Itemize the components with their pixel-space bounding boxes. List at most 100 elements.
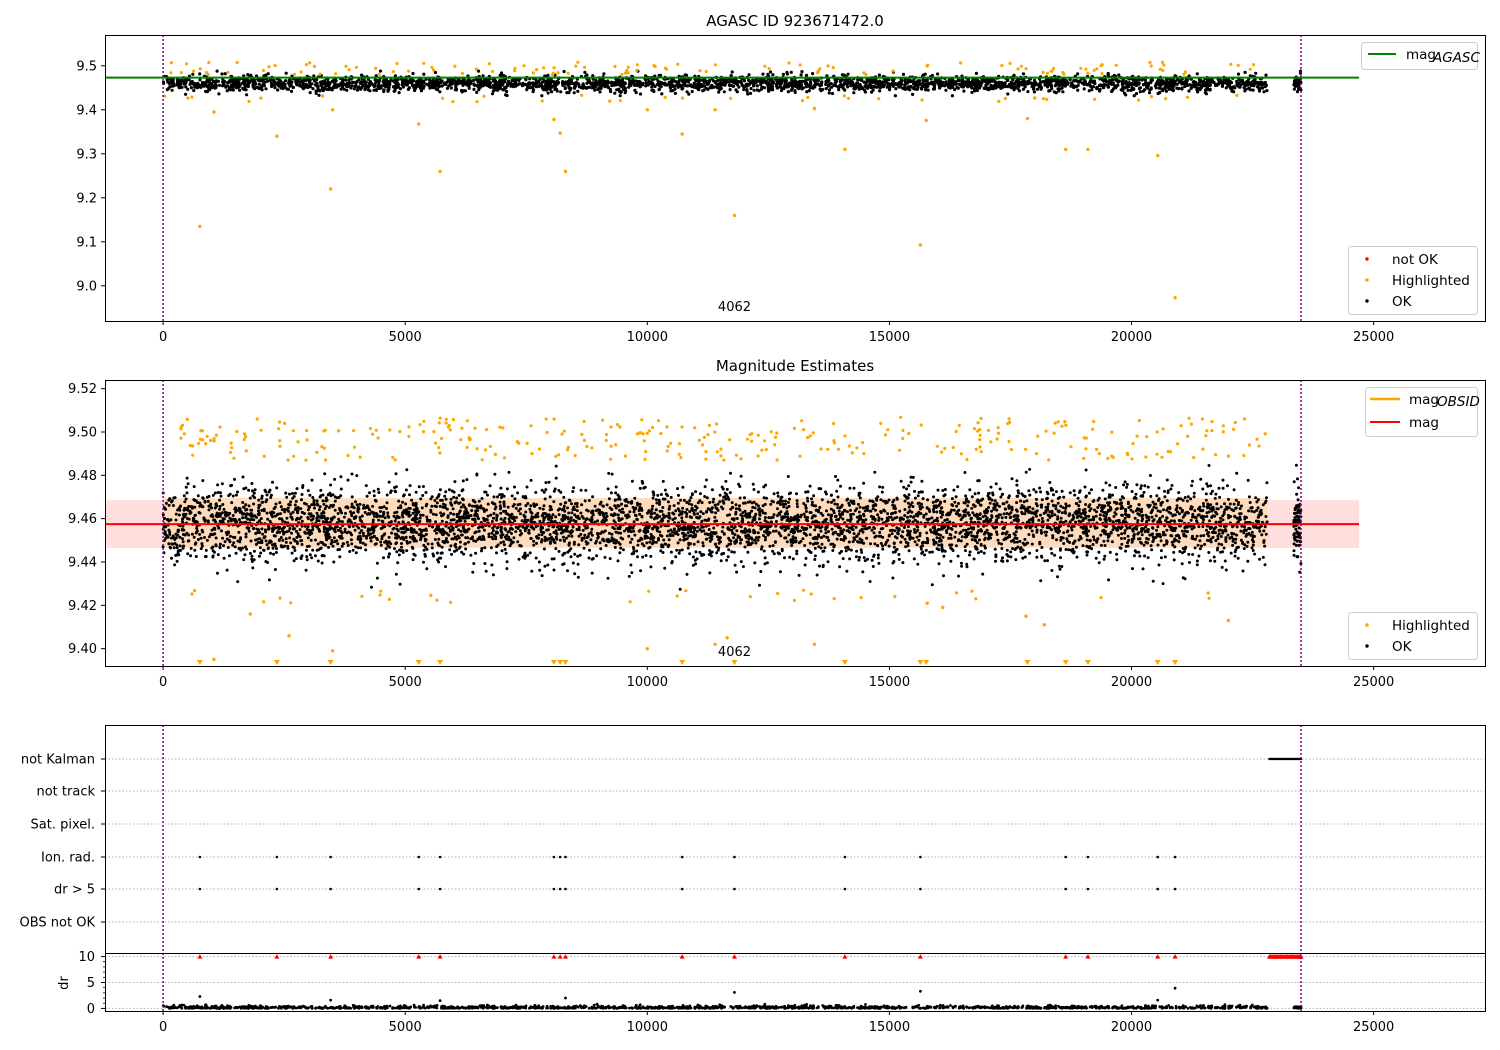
ok-point — [629, 540, 632, 544]
ok-point — [755, 84, 759, 88]
ok-point — [581, 82, 585, 86]
ok-point — [1009, 550, 1013, 554]
highlighted-outlier — [732, 213, 737, 218]
ok-point — [1112, 73, 1116, 78]
ok-point — [217, 92, 221, 96]
ok-point — [790, 85, 795, 89]
ok-point — [342, 515, 346, 519]
ok-point — [353, 528, 357, 532]
ok-point — [762, 549, 766, 553]
ok-point — [502, 88, 506, 92]
ok-point — [964, 528, 968, 532]
ok-point — [443, 494, 447, 498]
ok-point — [293, 503, 297, 507]
ok-point — [1092, 80, 1096, 84]
ok-point — [1135, 483, 1139, 487]
ok-point — [705, 80, 709, 84]
x-tick-label: 15000 — [869, 330, 910, 345]
ok-point — [952, 488, 956, 492]
ok-point — [706, 87, 710, 91]
highlighted-point — [1024, 67, 1028, 71]
ok-point — [1006, 92, 1010, 96]
ok-point — [1214, 83, 1218, 87]
highlighted-outlier — [563, 169, 568, 174]
ok-point — [1171, 89, 1175, 93]
ok-point — [638, 512, 642, 516]
ok-point — [1234, 498, 1238, 502]
ok-point — [1249, 83, 1253, 87]
ok-point — [1074, 85, 1078, 89]
ok-point — [957, 82, 962, 86]
ok-point — [1221, 518, 1225, 522]
ok-point — [633, 83, 637, 87]
ok-point — [830, 527, 834, 531]
ok-point — [1025, 499, 1029, 503]
highlighted-point — [198, 67, 202, 71]
ok-point — [502, 78, 506, 82]
ok-point — [1237, 501, 1241, 504]
ok-point — [733, 541, 737, 545]
ok-point — [986, 86, 990, 90]
ok-point — [752, 88, 756, 92]
ok-point — [1224, 86, 1228, 90]
highlighted-point — [1186, 95, 1190, 99]
ok-point — [710, 488, 714, 492]
ok-point — [940, 84, 944, 88]
ok-point — [355, 503, 359, 507]
ok-point — [195, 86, 200, 90]
ok-point — [905, 487, 908, 491]
ok-point — [437, 85, 441, 89]
ok-point — [353, 84, 357, 89]
ok-point — [1243, 87, 1247, 92]
ok-point — [294, 79, 298, 83]
ok-point — [422, 548, 426, 552]
ok-point — [460, 90, 464, 94]
ok-point — [1211, 489, 1214, 493]
ok-point — [304, 568, 308, 572]
highlighted-point — [1229, 62, 1233, 66]
ok-point — [541, 507, 545, 511]
ok-point — [1134, 92, 1139, 96]
ok-point — [1256, 84, 1260, 88]
ok-point — [289, 89, 294, 93]
ok-point — [843, 88, 847, 92]
ok-point — [562, 507, 566, 511]
ok-point — [499, 517, 503, 521]
ok-point — [1198, 547, 1202, 551]
highlighted-outlier — [812, 106, 817, 111]
highlighted-point — [334, 72, 338, 76]
ok-point — [382, 78, 386, 82]
ok-point — [184, 85, 188, 89]
ok-point — [199, 84, 203, 88]
ok-point — [1165, 516, 1169, 520]
ok-point — [995, 530, 998, 534]
ok-point — [1052, 90, 1056, 94]
ok-point — [383, 516, 387, 520]
ok-point — [1058, 567, 1062, 571]
ok-point — [327, 87, 331, 92]
ok-point — [1230, 85, 1234, 89]
ok-point — [382, 556, 385, 560]
ok-point — [673, 91, 678, 95]
ok-point — [384, 547, 388, 551]
highlighted-point — [566, 71, 570, 75]
agasc-magnitude-panel: AGASC ID 923671472.0 0 5000 10000 15000 2000… — [76, 12, 1486, 345]
ok-point — [393, 86, 397, 90]
ok-point — [1010, 86, 1014, 90]
ok-point — [703, 485, 707, 489]
ok-point — [590, 571, 594, 575]
ok-point — [693, 84, 697, 89]
ok-point — [461, 479, 465, 483]
ok-point — [1142, 543, 1146, 547]
ok-point — [771, 85, 775, 89]
ok-point — [911, 92, 915, 96]
ok-point — [289, 81, 293, 85]
ok-point — [689, 84, 693, 88]
highlighted-point — [1114, 63, 1118, 67]
highlighted-point — [347, 68, 351, 72]
ok-point — [1132, 78, 1136, 82]
y-tick-label: 9.0 — [76, 279, 97, 294]
ok-point — [834, 79, 839, 83]
ok-point — [382, 82, 387, 86]
